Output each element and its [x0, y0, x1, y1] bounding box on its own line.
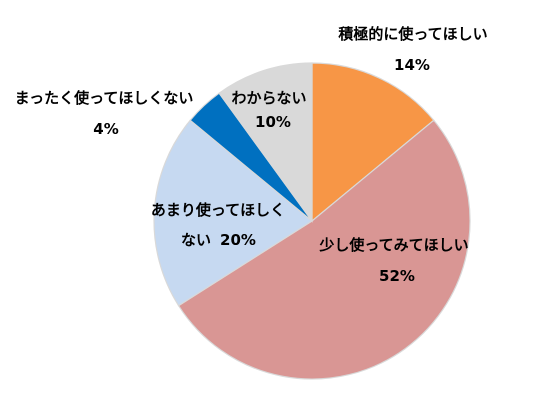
- slice-percent-dont-know: 10%: [255, 113, 291, 131]
- slice-percent-active: 14%: [394, 56, 430, 74]
- pie-slice-active: [311, 62, 435, 223]
- pie-slice-little: [177, 119, 471, 380]
- pie-slices: [153, 62, 471, 380]
- pie-labels: 積極的に使ってほしい 14% わからない 10% まったく使ってほしくない 4%…: [15, 25, 488, 285]
- slice-percent-little: 52%: [379, 267, 415, 285]
- pie-slice-dont-know: [218, 62, 313, 223]
- slice-label-little: 少し使ってみてほしい: [318, 236, 468, 254]
- slice-label-dont-know: わからない: [231, 89, 306, 107]
- slice-label-not-much-cont: ない: [181, 231, 211, 249]
- pie-slice-not-much: [153, 119, 314, 307]
- slice-percent-not-much: 20%: [220, 231, 256, 249]
- slice-label-not-much: あまり使ってほしく: [151, 201, 285, 219]
- slice-label-not-at-all: まったく使ってほしくない: [15, 89, 194, 107]
- slice-percent-not-at-all: 4%: [93, 120, 118, 138]
- slice-label-active: 積極的に使ってほしい: [337, 25, 487, 43]
